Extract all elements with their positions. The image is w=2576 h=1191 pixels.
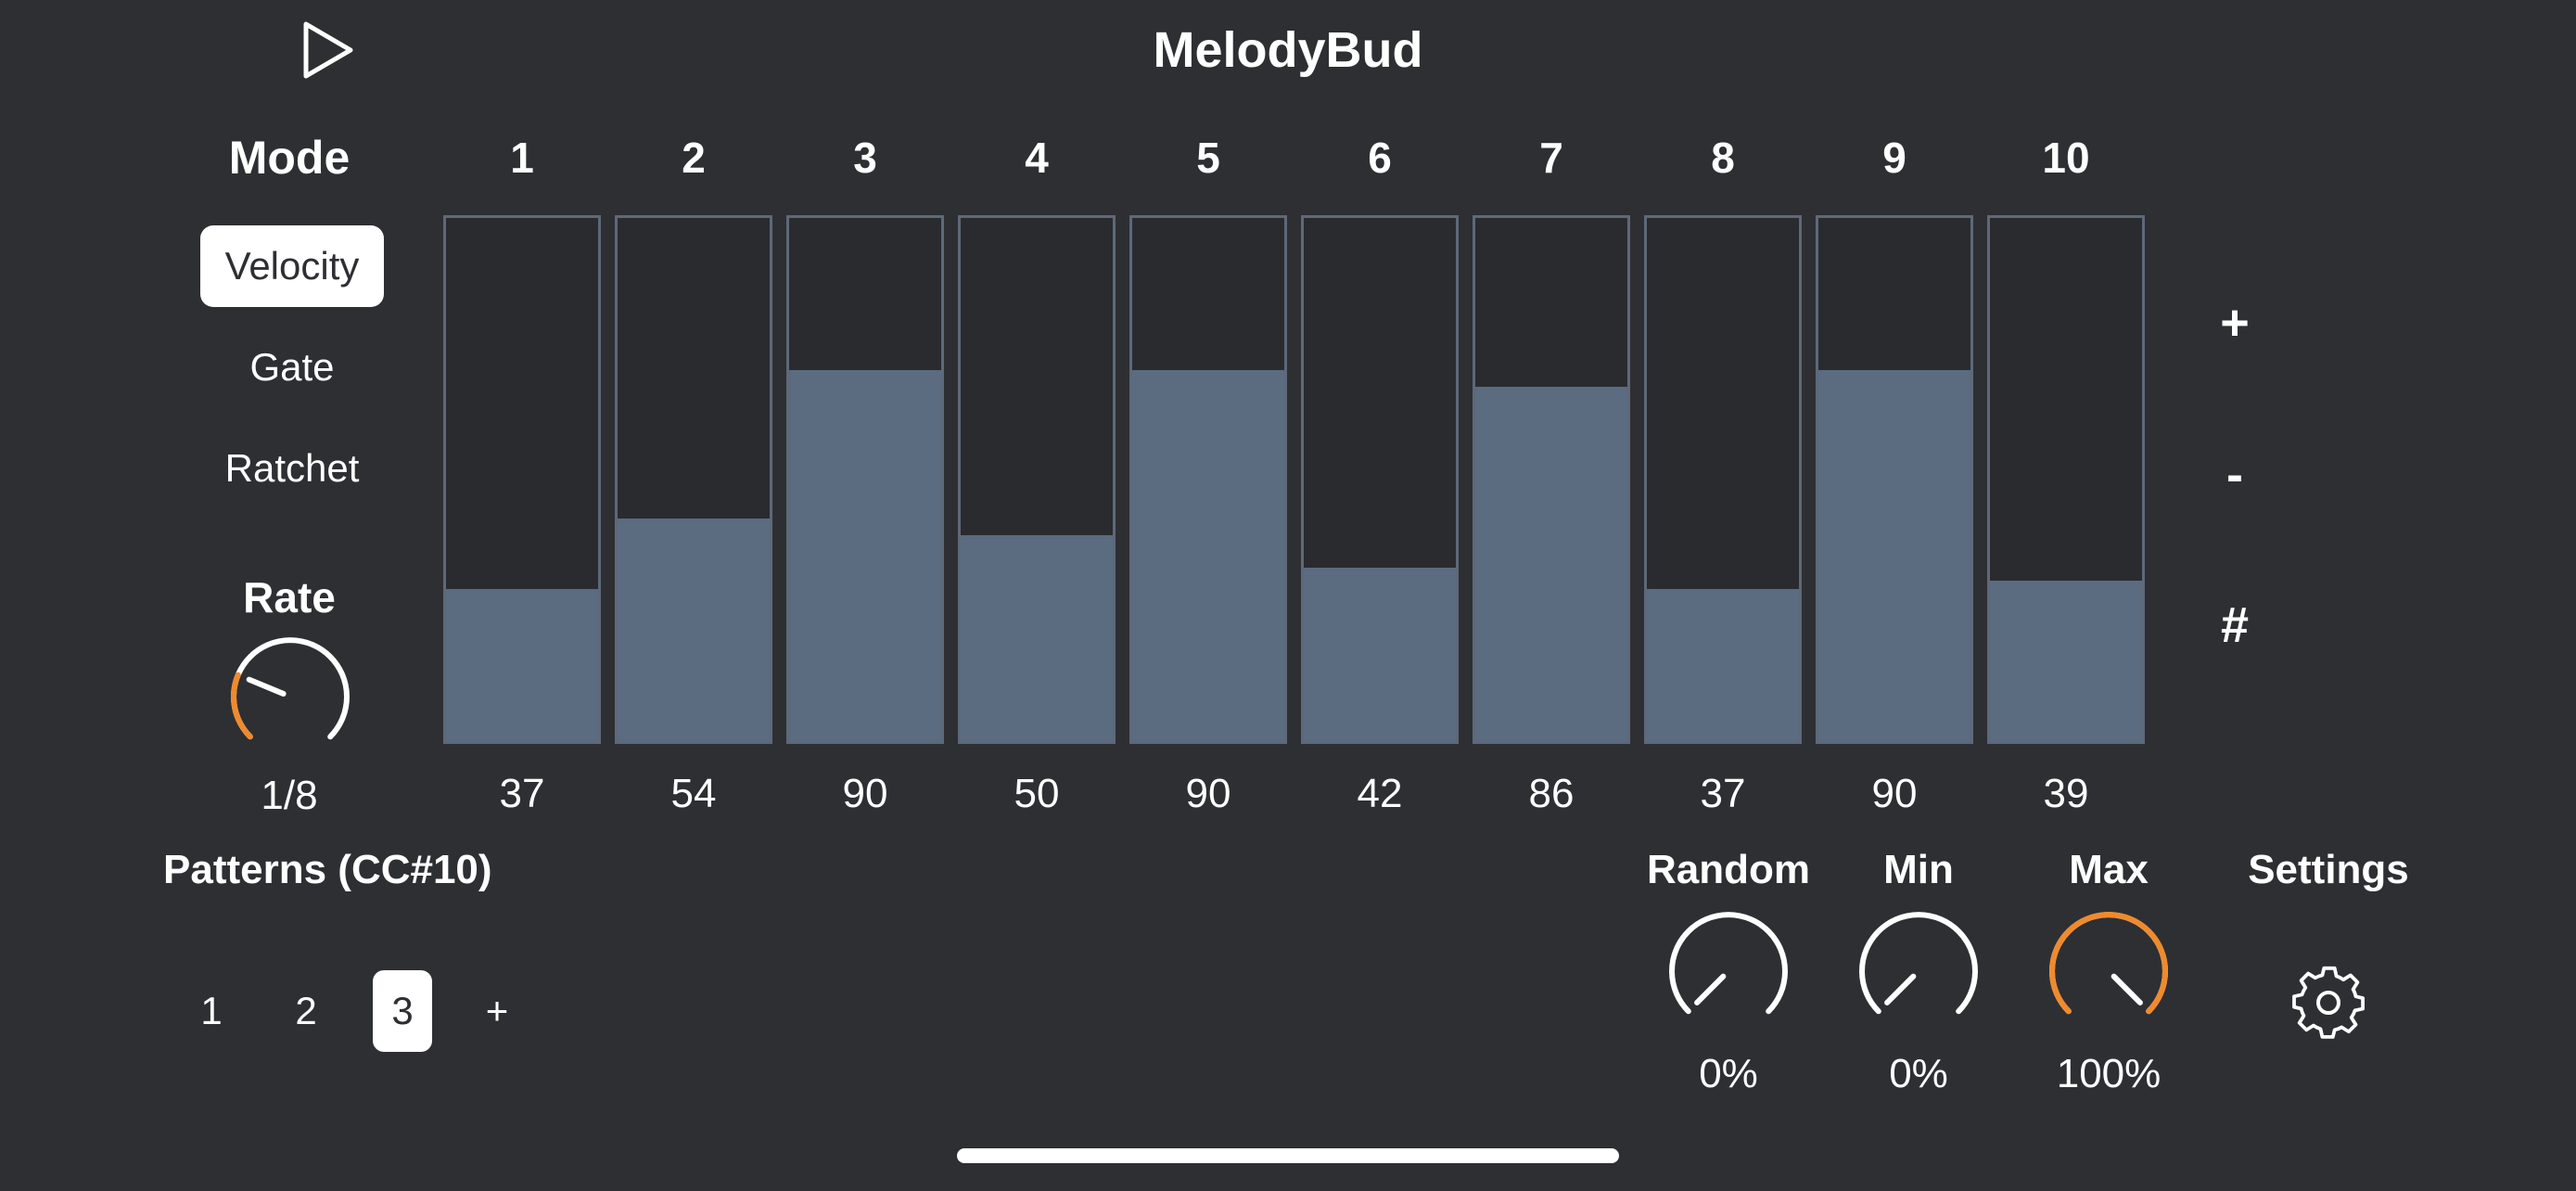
decrement-button[interactable]: - (2226, 447, 2243, 503)
max-knob[interactable] (2039, 902, 2178, 1041)
step-number: 10 (2042, 134, 2090, 182)
settings-heading: Settings (2248, 847, 2409, 892)
app-title: MelodyBud (1153, 22, 1423, 78)
mode-gate-button[interactable]: Gate (249, 345, 335, 389)
step-number: 2 (682, 134, 706, 182)
step-column: 9 90 (1816, 121, 1973, 826)
rate-heading: Rate (243, 573, 336, 621)
step-bar[interactable] (1987, 215, 2145, 744)
step-bar[interactable] (443, 215, 601, 744)
step-column: 8 37 (1644, 121, 1802, 826)
step-bar-fill (446, 588, 598, 741)
rate-knob[interactable] (221, 627, 360, 766)
step-value: 54 (670, 771, 717, 816)
patterns-heading: Patterns (CC#10) (163, 847, 492, 892)
min-heading: Min (1883, 847, 1954, 892)
step-bar-fill (618, 519, 770, 741)
step-number: 3 (853, 134, 877, 182)
step-bar-fill (789, 370, 941, 741)
step-bar-fill (1818, 370, 1970, 741)
step-value: 90 (1871, 771, 1918, 816)
sharp-button[interactable]: # (2220, 597, 2250, 653)
step-sequencer: 1 37 2 54 3 90 4 50 5 90 6 42 7 86 8 37 … (443, 121, 2149, 826)
step-number: 4 (1025, 134, 1049, 182)
step-bar[interactable] (615, 215, 772, 744)
add-pattern-button[interactable]: + (485, 989, 509, 1032)
step-column: 1 37 (443, 121, 601, 826)
step-value: 42 (1357, 771, 1403, 816)
step-bar-fill (1132, 370, 1284, 741)
increment-button[interactable]: + (2220, 295, 2250, 351)
pattern-2-button[interactable]: 2 (295, 989, 317, 1032)
step-bar-fill (1304, 568, 1456, 741)
pattern-3-button[interactable]: 3 (373, 970, 432, 1052)
step-value: 90 (1185, 771, 1231, 816)
mode-velocity-button[interactable]: Velocity (200, 225, 384, 307)
gear-icon[interactable] (2287, 961, 2370, 1044)
step-number: 5 (1196, 134, 1220, 182)
step-column: 6 42 (1301, 121, 1459, 826)
max-value: 100% (2056, 1051, 2162, 1096)
step-value: 50 (1014, 771, 1060, 816)
step-number: 7 (1539, 134, 1563, 182)
step-bar[interactable] (786, 215, 944, 744)
step-column: 5 90 (1129, 121, 1287, 826)
max-heading: Max (2069, 847, 2149, 892)
min-value: 0% (1889, 1051, 1948, 1096)
step-column: 3 90 (786, 121, 944, 826)
min-knob[interactable] (1849, 902, 1988, 1041)
step-bar[interactable] (1129, 215, 1287, 744)
step-bar[interactable] (1816, 215, 1973, 744)
step-bar[interactable] (1301, 215, 1459, 744)
play-button[interactable] (295, 17, 362, 83)
mode-ratchet-button[interactable]: Ratchet (224, 446, 360, 490)
step-value: 86 (1528, 771, 1575, 816)
step-number: 6 (1368, 134, 1392, 182)
step-value: 39 (2043, 771, 2089, 816)
step-number: 8 (1711, 134, 1735, 182)
rate-value: 1/8 (261, 773, 318, 818)
step-bar[interactable] (958, 215, 1116, 744)
step-value: 90 (842, 771, 888, 816)
step-value: 37 (1700, 771, 1746, 816)
play-icon (303, 21, 353, 79)
step-bar-fill (1475, 387, 1627, 741)
mode-heading: Mode (228, 132, 351, 184)
step-number: 9 (1882, 134, 1906, 182)
step-bar-fill (1647, 588, 1799, 741)
step-bar-fill (961, 534, 1113, 741)
home-indicator[interactable] (957, 1148, 1619, 1163)
step-column: 7 86 (1473, 121, 1630, 826)
step-bar[interactable] (1473, 215, 1630, 744)
step-value: 37 (499, 771, 545, 816)
step-column: 4 50 (958, 121, 1116, 826)
step-bar[interactable] (1644, 215, 1802, 744)
random-heading: Random (1647, 847, 1810, 892)
step-number: 1 (510, 134, 534, 182)
random-value: 0% (1699, 1051, 1758, 1096)
step-column: 2 54 (615, 121, 772, 826)
step-column: 10 39 (1987, 121, 2145, 826)
random-knob[interactable] (1659, 902, 1798, 1041)
step-bar-fill (1990, 580, 2142, 741)
pattern-1-button[interactable]: 1 (200, 989, 223, 1032)
